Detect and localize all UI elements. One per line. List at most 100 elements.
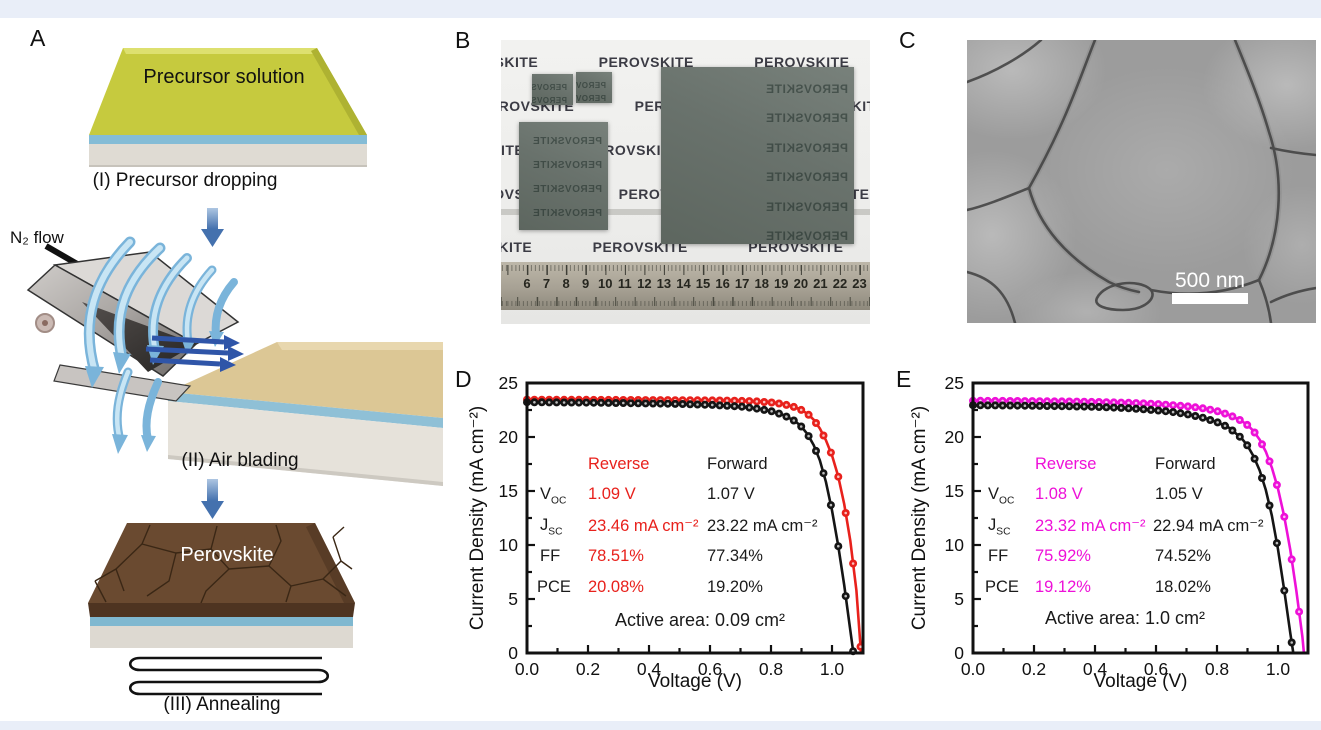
ff-forward-d: 77.34%	[707, 547, 763, 565]
perovskite-label: Perovskite	[180, 544, 273, 566]
perovskite-film-small-1: PEROVSKITE PEROVSKITE	[532, 74, 573, 105]
down-arrow-1	[201, 208, 224, 247]
y-axis-label-d: Current Density (mA cm⁻²)	[467, 405, 488, 631]
y-tick-label: 5	[954, 589, 964, 609]
x-tick-label: 0.2	[1022, 659, 1046, 679]
ruler-number: 14	[676, 276, 691, 291]
panel-label-d: D	[455, 366, 472, 392]
pce-reverse-d: 20.08%	[588, 578, 644, 596]
x-tick-label: 0.4	[637, 659, 662, 679]
scale-bar	[1172, 293, 1248, 304]
header-forward-e: Forward	[1155, 455, 1216, 473]
step2-caption: (II) Air blading	[181, 450, 298, 471]
ruler-number: 11	[617, 276, 632, 291]
step1-caption: (I) Precursor dropping	[93, 170, 278, 191]
surface-flow-arrows	[145, 335, 244, 372]
series-forward	[523, 398, 858, 656]
air-blading-substrate	[168, 342, 443, 486]
jsc-forward-e: 22.94 mA cm⁻²	[1153, 517, 1264, 535]
x-tick-label: 0.8	[1205, 659, 1229, 679]
ruler-number: 6	[523, 276, 531, 291]
param-ff-d: FF	[540, 547, 561, 565]
y-tick-label: 20	[945, 427, 965, 447]
ff-reverse-d: 78.51%	[588, 547, 644, 565]
ruler-cm-ticks-bottom	[501, 297, 870, 306]
precursor-slab: Precursor solution	[89, 48, 367, 167]
panel-label-b: B	[455, 27, 471, 53]
heater-coil	[128, 656, 330, 696]
header-reverse-e: Reverse	[1035, 455, 1097, 473]
axis-ticks	[525, 381, 834, 655]
ruler-cm-ticks-top	[501, 265, 870, 275]
ruler-number: 8	[562, 276, 570, 291]
jsc-reverse-d: 23.46 mA cm⁻²	[588, 517, 699, 535]
n2-flow-label: N₂ flow	[10, 228, 65, 247]
ruler: 6 7 8 9 10 11 12 13 14 15 16 17 18 19 20 21 22 23	[501, 262, 870, 310]
axis-ticks	[971, 381, 1280, 655]
ruler-number: 15	[695, 276, 711, 291]
step3-caption: (III) Annealing	[163, 694, 280, 715]
y-tick-label: 10	[945, 535, 965, 555]
paper-watermark-row: PEROVSKITE PEROVSKITE PEROVSKITE PEROVSK…	[501, 54, 870, 70]
series-forward	[969, 401, 1296, 654]
y-tick-label: 20	[499, 427, 519, 447]
ruler-number: 17	[734, 276, 750, 291]
x-tick-label: 0.8	[759, 659, 783, 679]
perovskite-film-medium: PEROVSKITE PEROVSKITE PEROVSKITE PEROVSK…	[519, 122, 608, 230]
header-forward-d: Forward	[707, 455, 768, 473]
active-area-e: Active area: 1.0 cm²	[1044, 608, 1206, 628]
grain-boundaries	[94, 524, 353, 604]
pce-reverse-e: 19.12%	[1035, 578, 1091, 596]
y-tick-label: 15	[945, 481, 964, 501]
jv-chart-e-plot: 0.0 0.2 0.4 0.6 0.8 1.0 0 5 10 15 20 25	[945, 373, 1310, 679]
y-tick-label: 15	[499, 481, 518, 501]
ruler-number: 10	[598, 276, 613, 291]
x-tick-label: 0.4	[1083, 659, 1108, 679]
sem-grain-boundaries	[967, 40, 1316, 323]
perovskite-film-large: PEROVSKITE PEROVSKITE PEROVSKITE PEROVSK…	[661, 67, 854, 244]
x-tick-label: 0.0	[515, 659, 540, 679]
ruler-number: 22	[832, 276, 848, 291]
ff-reverse-e: 75.92%	[1035, 547, 1091, 565]
voc-reverse-e: 1.08 V	[1035, 485, 1083, 503]
y-axis-label-e: Current Density (mA cm⁻²)	[909, 405, 930, 631]
y-tick-label: 0	[954, 643, 964, 663]
precursor-solution-label: Precursor solution	[143, 66, 304, 88]
ruler-number: 9	[582, 276, 590, 291]
panel-label-a: A	[30, 25, 46, 51]
x-tick-label: 0.2	[576, 659, 600, 679]
param-jsc-d: JSC	[540, 516, 563, 538]
header-reverse-d: Reverse	[588, 455, 650, 473]
bottom-margin-band	[0, 721, 1321, 730]
pce-forward-e: 18.02%	[1155, 578, 1211, 596]
voc-reverse-d: 1.09 V	[588, 485, 636, 503]
perovskite-slab: Perovskite	[88, 523, 355, 648]
jsc-forward-d: 23.22 mA cm⁻²	[707, 517, 818, 535]
ruler-number: 16	[715, 276, 730, 291]
ruler-number: 18	[754, 276, 769, 291]
down-arrow-2	[201, 479, 224, 519]
y-tick-label: 25	[945, 373, 964, 393]
jsc-reverse-e: 23.32 mA cm⁻²	[1035, 517, 1146, 535]
jv-chart-d-plot: 0.0 0.2 0.4 0.6 0.8 1.0 0 5 10 15 20 25	[499, 373, 865, 679]
ruler-number: 19	[774, 276, 789, 291]
active-area-d: Active area: 0.09 cm²	[614, 610, 786, 630]
x-tick-label: 1.0	[820, 659, 845, 679]
param-voc-d: VOC	[540, 485, 567, 507]
y-tick-label: 10	[499, 535, 519, 555]
y-tick-label: 25	[499, 373, 518, 393]
y-tick-label: 5	[508, 589, 518, 609]
param-jsc-e: JSC	[988, 516, 1011, 538]
perovskite-film-small-2: PEROVSKITE PEROVSKITE	[576, 72, 612, 103]
x-tick-label: 0.0	[961, 659, 986, 679]
voc-forward-e: 1.05 V	[1155, 485, 1203, 503]
x-tick-label: 0.6	[1144, 659, 1168, 679]
pce-forward-d: 19.20%	[707, 578, 763, 596]
x-tick-label: 1.0	[1266, 659, 1291, 679]
sem-image: 500 nm	[967, 40, 1316, 323]
param-ff-e: FF	[988, 547, 1009, 565]
voc-forward-d: 1.07 V	[707, 485, 755, 503]
top-margin-band	[0, 0, 1321, 18]
scale-bar-label: 500 nm	[1175, 269, 1245, 292]
